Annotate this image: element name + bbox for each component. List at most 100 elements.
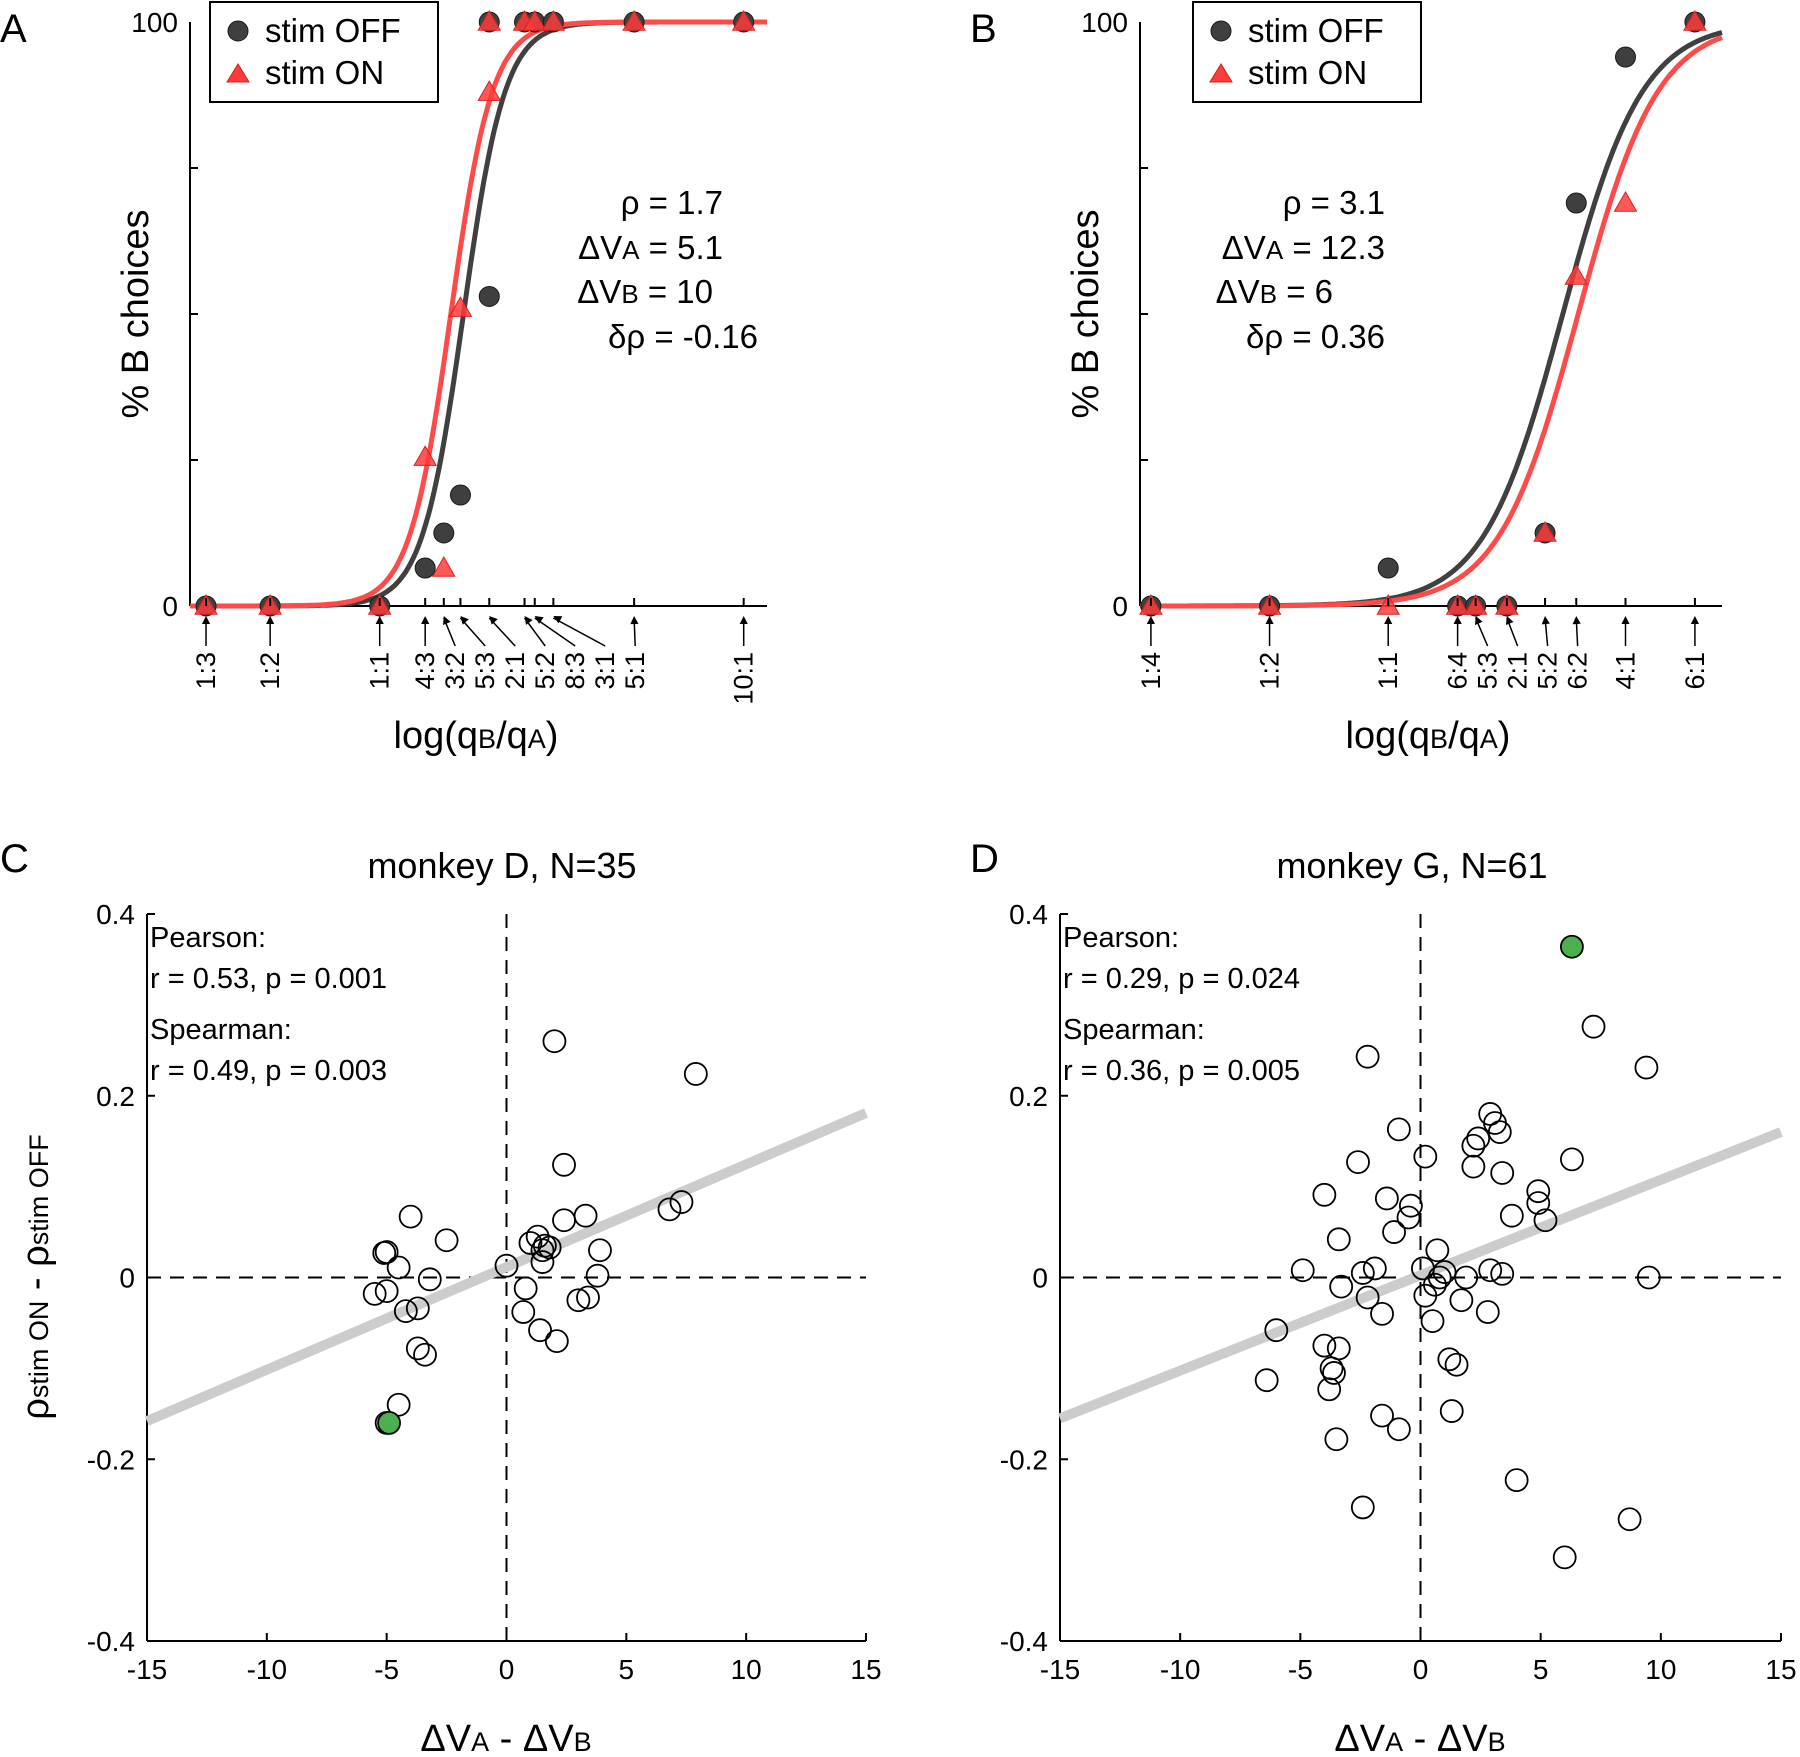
- panel-d-scatter-point: [1617, 1507, 1642, 1532]
- panel-b-tick-arrow-head: [1475, 616, 1483, 625]
- panel-a-stim-on-point: [541, 9, 566, 31]
- panel-b-stim-on-point: [1533, 520, 1557, 542]
- panel-a-ratio-label: 2:1: [500, 652, 530, 690]
- panel-a-ratio-label: 8:3: [560, 652, 590, 690]
- panel-d-scatter-point: [1425, 1238, 1450, 1263]
- panel-a-legend-off-label: stim OFF: [265, 12, 401, 49]
- panel-d-scatter-point: [1461, 1154, 1486, 1179]
- panel-c-scatter-point: [552, 1208, 576, 1233]
- panel-a-fit-curves: [190, 19, 767, 609]
- panel-a-stim-on-point: [413, 445, 438, 466]
- panel-c-x-tick-label: -15: [127, 1654, 167, 1685]
- panel-b-fit-curves: [1140, 30, 1723, 609]
- panel-b-stim-on-point: [1564, 264, 1589, 285]
- a-fit-curve-stim-on: [190, 19, 767, 609]
- panel-d-scatter-point: [1312, 1333, 1337, 1358]
- panel-c-pearson-values: r = 0.53, p = 0.001: [150, 963, 387, 995]
- panel-c-scatter-point: [362, 1281, 387, 1306]
- panel-c-x-tick-label: 5: [619, 1654, 635, 1685]
- panel-d-correlation-text: Pearson: r = 0.29, p = 0.024 Spearman: r…: [1063, 922, 1300, 1087]
- panel-a-legend: stim OFF stim ON: [209, 1, 439, 103]
- panel-b: B 100 0 % B choices 1:4 1:2 1:1 6:4 5:3 2:1 5:…: [970, 1, 1723, 757]
- panel-a-tick-arrow-head: [534, 616, 544, 624]
- panel-b-tick-arrow-head: [1265, 616, 1274, 625]
- panel-c-scatter-point: [374, 1240, 399, 1264]
- panel-c-x-tick-label: 10: [731, 1654, 762, 1685]
- panel-c-y-tick-label: -0.2: [87, 1444, 135, 1475]
- panel-d-scatter-point: [1312, 1182, 1337, 1207]
- panel-d-scatter-point: [1382, 1220, 1406, 1244]
- panel-a-stats: ρ = 1.7 ΔVA = 5.1 ΔVB = 10 δρ = -0.16: [577, 184, 758, 355]
- panel-a-legend-box: [209, 1, 439, 103]
- panel-d-scatter-point: [1264, 1318, 1289, 1343]
- panel-a-stat-rho: ρ = 1.7: [621, 184, 723, 221]
- a-fit-curve-stim-off: [190, 19, 767, 609]
- panel-c-scatter-point: [683, 1062, 708, 1086]
- panel-d-scatter-point: [1504, 1468, 1529, 1493]
- panel-a-ratio-label: 10:1: [729, 652, 759, 705]
- panel-b-legend-box: [1192, 1, 1422, 103]
- panel-d-scatter-point: [1437, 1347, 1462, 1372]
- panel-d: D monkey G, N=61 -15 -10 -5 0 5 10 15 -0.4 -0.2 0…: [970, 837, 1797, 1757]
- panel-b-letter: B: [970, 7, 997, 51]
- panel-b-tick-arrow-head: [1146, 616, 1155, 625]
- panel-d-scatter-point: [1526, 1179, 1551, 1204]
- panel-b-ratio-label: 5:3: [1473, 652, 1503, 690]
- panel-c-reference-lines: [147, 914, 866, 1641]
- panel-b-tick-arrow-head: [1541, 616, 1550, 625]
- panel-c-scatter-point: [386, 1392, 411, 1417]
- panel-c-axis-ticks: -15 -10 -5 0 5 10 15 -0.4 -0.2 0 0.2 0.4: [87, 899, 882, 1685]
- panel-d-scatter-point: [1499, 1203, 1524, 1228]
- panel-c-scatter-point: [669, 1190, 694, 1214]
- panel-d-scatter-point: [1454, 1265, 1479, 1290]
- panel-a-stim-off-point: [478, 285, 500, 307]
- panel-a-stim-on-point: [731, 9, 756, 31]
- panel-d-scatter-point: [1413, 1283, 1438, 1308]
- panel-b-legend-triangle-marker: [1209, 63, 1233, 83]
- panel-c-scatter-point: [386, 1255, 411, 1280]
- panel-a-tick-arrow-shaft: [553, 617, 606, 647]
- panel-c-scatter-point: [434, 1228, 459, 1253]
- panel-a-tick-arrow-head: [524, 616, 533, 625]
- panel-d-scatter-point: [1420, 1309, 1445, 1334]
- panel-a-stim-on-point: [477, 80, 502, 101]
- panel-d-regression-line: [1058, 1127, 1783, 1424]
- panel-a-tick-arrow-head: [266, 616, 275, 625]
- panel-b-ratio-label: 2:1: [1503, 652, 1533, 690]
- panel-d-scatter-point: [1552, 1545, 1577, 1570]
- panel-d-scatter-point: [1317, 1377, 1342, 1402]
- panel-c-correlation-text: Pearson: r = 0.53, p = 0.001 Spearman: r…: [150, 922, 387, 1087]
- panel-d-x-tick-label: 15: [1765, 1654, 1796, 1685]
- panel-b-legend: stim OFF stim ON: [1192, 1, 1422, 103]
- panel-b-y-tick-label: 100: [1081, 7, 1128, 38]
- panel-d-scatter-point: [1533, 1208, 1558, 1233]
- panel-c-regression: [145, 1108, 868, 1426]
- panel-d-y-tick-label: 0.4: [1009, 899, 1048, 930]
- panel-b-tick-arrow-head: [1453, 616, 1462, 625]
- panel-d-letter: D: [970, 837, 999, 881]
- panel-a-tick-arrow-head: [489, 616, 498, 625]
- panel-c-regression-line: [145, 1108, 868, 1426]
- panel-a-y-tick-label: 100: [131, 7, 178, 38]
- panel-d-spearman-values: r = 0.36, p = 0.005: [1063, 1055, 1300, 1087]
- panel-d-scatter-point: [1487, 1120, 1512, 1144]
- panel-c-scatter-point: [518, 1231, 543, 1255]
- panel-a-tick-arrow-head: [201, 616, 211, 625]
- panel-d-scatter-point: [1413, 1144, 1438, 1169]
- panel-a-y-tick-label: 0: [162, 591, 178, 622]
- panel-a-stim-on-point: [431, 556, 456, 577]
- panel-b-legend-on-label: stim ON: [1248, 54, 1367, 91]
- panel-d-scatter-point: [1478, 1258, 1503, 1283]
- panel-d-scatter-point: [1526, 1191, 1551, 1215]
- panel-c-scatter-point: [576, 1285, 600, 1310]
- panel-c-x-tick-label: 15: [850, 1654, 881, 1685]
- panel-a-stat-dvb: ΔVB = 10: [577, 273, 713, 310]
- panel-d-scatter-point: [1444, 1352, 1469, 1377]
- b-fit-curve-stim-off: [1140, 30, 1723, 609]
- panel-a-stim-off-point: [414, 557, 436, 579]
- panel-c-y-tick-label: 0: [119, 1263, 135, 1294]
- panel-b-tick-arrow-head: [1505, 616, 1514, 625]
- panel-d-scatter-point: [1490, 1261, 1515, 1286]
- panel-d-scatter-point: [1439, 1399, 1464, 1423]
- panel-d-y-tick-label: 0: [1032, 1263, 1048, 1294]
